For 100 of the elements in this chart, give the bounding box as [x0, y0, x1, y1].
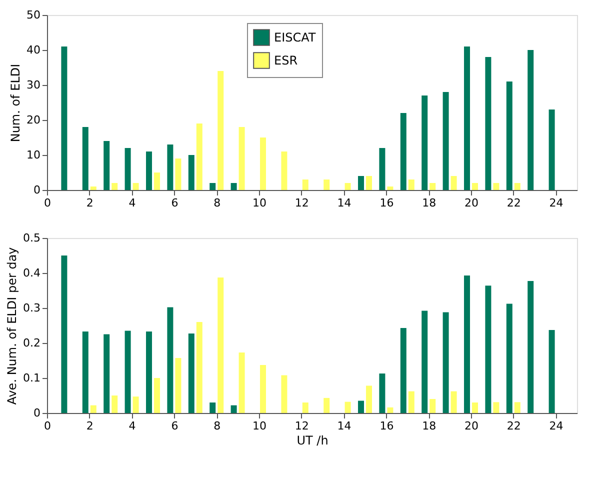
legend-label: EISCAT [274, 30, 316, 44]
bar [260, 365, 266, 413]
bar [506, 82, 512, 190]
bar [302, 180, 308, 190]
bar [218, 278, 224, 413]
bar [104, 334, 110, 413]
bar [493, 402, 500, 413]
bar [422, 310, 428, 413]
bar [528, 50, 534, 190]
bar [61, 256, 68, 413]
bar [464, 275, 470, 413]
bar [514, 402, 520, 413]
y-tick-label: 40 [26, 44, 40, 56]
bar [464, 46, 470, 190]
bar [358, 400, 364, 413]
bar [61, 46, 68, 190]
bar [387, 407, 394, 413]
y-tick-label: 0.3 [23, 302, 40, 314]
x-tick-label: 2 [86, 196, 94, 210]
bar [366, 176, 372, 190]
x-tick-label: 20 [464, 196, 478, 210]
y-tick-label: 0.5 [23, 232, 40, 244]
bar [210, 183, 216, 190]
bar [344, 402, 351, 413]
bar [82, 331, 88, 413]
bar [210, 402, 216, 413]
bar [379, 373, 386, 413]
y-tick-label: 0 [34, 184, 40, 196]
bar [112, 396, 118, 413]
x-tick-label: 24 [549, 420, 564, 432]
x-tick-label: 18 [422, 196, 436, 210]
x-tick-label: 0 [44, 420, 51, 432]
bar [506, 304, 512, 413]
bar [442, 312, 449, 413]
legend-label: ESR [274, 54, 298, 68]
bar [104, 141, 110, 190]
bar [430, 183, 436, 190]
x-tick-label: 8 [214, 196, 221, 210]
bar [167, 307, 174, 413]
bar [196, 124, 202, 190]
y-tick-label: 0.4 [23, 266, 40, 280]
bar [238, 352, 245, 413]
bar [400, 113, 406, 190]
y-tick-label: 0.1 [23, 372, 40, 384]
y-axis-title: Ave. Num. of ELDI per day [5, 247, 20, 405]
bar [548, 110, 555, 190]
bar [400, 328, 406, 413]
bar [324, 398, 330, 413]
bar [408, 180, 414, 190]
bar [124, 330, 131, 413]
x-tick-label: 20 [464, 420, 478, 432]
bar [154, 378, 160, 413]
y-axis-title: Num. of ELDI [8, 64, 23, 142]
x-tick-label: 12 [294, 196, 309, 210]
bar [175, 158, 182, 190]
bar [450, 391, 457, 413]
y-tick-label: 20 [26, 114, 40, 126]
x-tick-label: 4 [128, 420, 136, 432]
x-tick-label: 18 [422, 420, 436, 432]
y-tick-label: 0 [34, 406, 40, 420]
x-tick-label: 24 [549, 196, 564, 210]
x-tick-label: 8 [214, 420, 221, 432]
bar [90, 405, 96, 413]
bar [124, 148, 131, 190]
bar [344, 183, 351, 190]
bar [260, 138, 266, 190]
x-tick-label: 16 [380, 420, 394, 432]
bar [230, 183, 237, 190]
bar [154, 172, 160, 190]
x-tick-label: 6 [171, 196, 178, 210]
bar [324, 180, 330, 190]
bar [358, 176, 364, 190]
y-tick-label: 30 [26, 78, 40, 92]
bar [146, 152, 152, 190]
bar [146, 331, 152, 413]
bar [408, 391, 414, 413]
bar [485, 286, 492, 413]
x-tick-label: 14 [337, 420, 352, 432]
bar [238, 127, 245, 190]
x-axis-title: UT /h [296, 434, 328, 448]
bar [281, 152, 288, 190]
bar [422, 96, 428, 190]
y-tick-label: 0.2 [23, 336, 40, 350]
bar [90, 186, 96, 190]
bar [472, 183, 478, 190]
bar [188, 334, 194, 413]
x-tick-label: 2 [86, 420, 94, 432]
bar [112, 183, 118, 190]
bar [430, 399, 436, 413]
bar [379, 148, 386, 190]
x-tick-label: 10 [252, 196, 266, 210]
bar [442, 92, 449, 190]
x-tick-label: 22 [506, 420, 521, 432]
bar [218, 71, 224, 190]
x-tick-label: 12 [294, 420, 309, 432]
x-tick-label: 22 [506, 196, 521, 210]
bar [132, 396, 139, 413]
bar [514, 183, 520, 190]
bar [548, 330, 555, 413]
bar [302, 402, 308, 413]
